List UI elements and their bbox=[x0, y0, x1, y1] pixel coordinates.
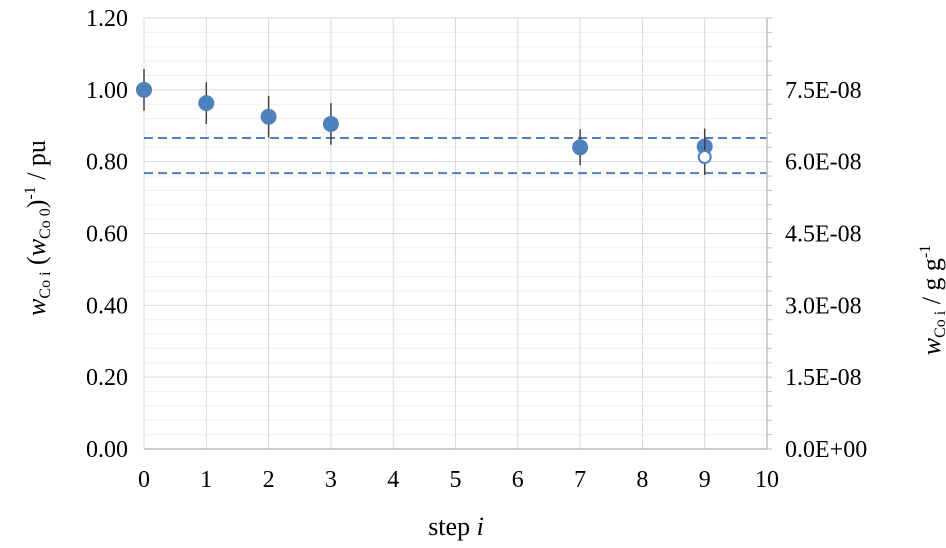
y-tick-label-left: 1.00 bbox=[86, 78, 128, 104]
x-tick-label: 2 bbox=[263, 467, 275, 493]
tick-labels: 0 1 2 3 4 5 6 7 8 9 10 0.00 0.20 0.40 0.60 0.80 1.00 1.20… bbox=[86, 6, 867, 493]
y-tick-label-right: 7.5E-08 bbox=[785, 78, 862, 104]
y-axis-label-right: wCo i / g g-1 bbox=[917, 245, 946, 356]
x-tick-label: 8 bbox=[636, 467, 648, 493]
gridlines bbox=[143, 17, 768, 450]
x-tick-label: 0 bbox=[138, 467, 150, 493]
y-tick-label-left: 0.80 bbox=[86, 150, 128, 176]
x-tick-label: 3 bbox=[325, 467, 337, 493]
y-axis-label-left: wCo i (wCo 0)-1 / pu bbox=[22, 140, 54, 316]
open-data-point bbox=[697, 149, 712, 164]
x-tick-label: 4 bbox=[387, 467, 399, 493]
y-tick-label-right: 4.5E-08 bbox=[785, 222, 862, 248]
x-tick-label: 10 bbox=[755, 467, 779, 493]
data-point bbox=[572, 139, 589, 156]
data-point bbox=[136, 81, 152, 98]
y-tick-label-right: 0.0E+00 bbox=[785, 437, 867, 463]
y-tick-label-right: 6.0E-08 bbox=[785, 150, 862, 176]
x-axis-label: step i bbox=[428, 512, 484, 541]
x-tick-label: 6 bbox=[512, 467, 524, 493]
data-point bbox=[198, 95, 215, 112]
y-tick-label-right: 1.5E-08 bbox=[785, 365, 862, 391]
x-tick-label: 9 bbox=[699, 467, 711, 493]
data-point bbox=[260, 108, 277, 125]
axes bbox=[144, 17, 772, 450]
y-tick-label-left: 1.20 bbox=[86, 6, 128, 32]
y-tick-label-left: 0.00 bbox=[86, 437, 128, 463]
x-tick-label: 1 bbox=[200, 467, 212, 493]
reference-lines bbox=[144, 136, 767, 175]
data-points bbox=[136, 69, 713, 175]
x-tick-label: 7 bbox=[574, 467, 586, 493]
y-tick-label-left: 0.20 bbox=[86, 365, 128, 391]
x-tick-label: 5 bbox=[450, 467, 462, 493]
y-tick-label-left: 0.60 bbox=[86, 222, 128, 248]
data-point bbox=[322, 115, 339, 132]
y-tick-label-left: 0.40 bbox=[86, 293, 128, 319]
y-tick-label-right: 3.0E-08 bbox=[785, 293, 862, 319]
